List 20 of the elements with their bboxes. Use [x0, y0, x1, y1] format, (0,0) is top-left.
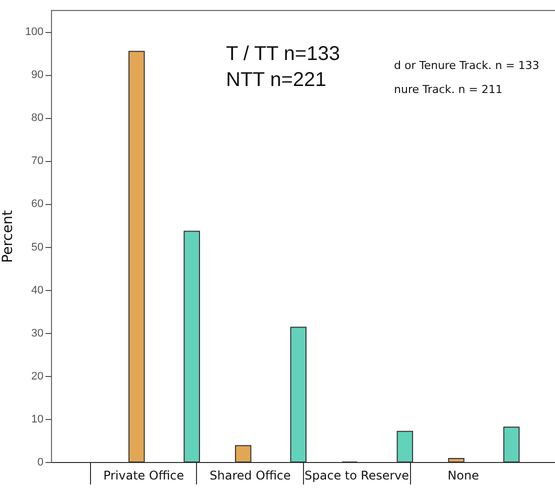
y-tick-label: 0	[37, 456, 44, 468]
y-axis-title: Percent	[0, 210, 16, 263]
y-tick-label: 60	[31, 198, 44, 210]
y-tick-label: 50	[31, 241, 44, 254]
x-tick-label: None	[448, 468, 479, 482]
y-tick-label: 20	[31, 370, 44, 382]
annotation: nure Track. n = 211	[394, 83, 502, 96]
y-tick-label: 40	[31, 284, 44, 296]
x-tick-label: Space to Reserve	[304, 468, 410, 482]
annotation: T / TT n=133	[226, 43, 340, 65]
y-tick-label: 70	[31, 155, 44, 168]
x-tick-label: Private Office	[103, 468, 184, 482]
x-tick-label: Shared Office	[210, 468, 291, 482]
annotation: d or Tenure Track. n = 133	[394, 59, 540, 72]
y-tick-label: 30	[31, 327, 44, 340]
y-tick-label: 100	[25, 26, 44, 38]
y-tick-label: 80	[31, 112, 44, 124]
annotation: NTT n=221	[226, 69, 326, 91]
y-tick-label: 10	[31, 413, 44, 426]
y-tick-label: 90	[31, 69, 44, 82]
